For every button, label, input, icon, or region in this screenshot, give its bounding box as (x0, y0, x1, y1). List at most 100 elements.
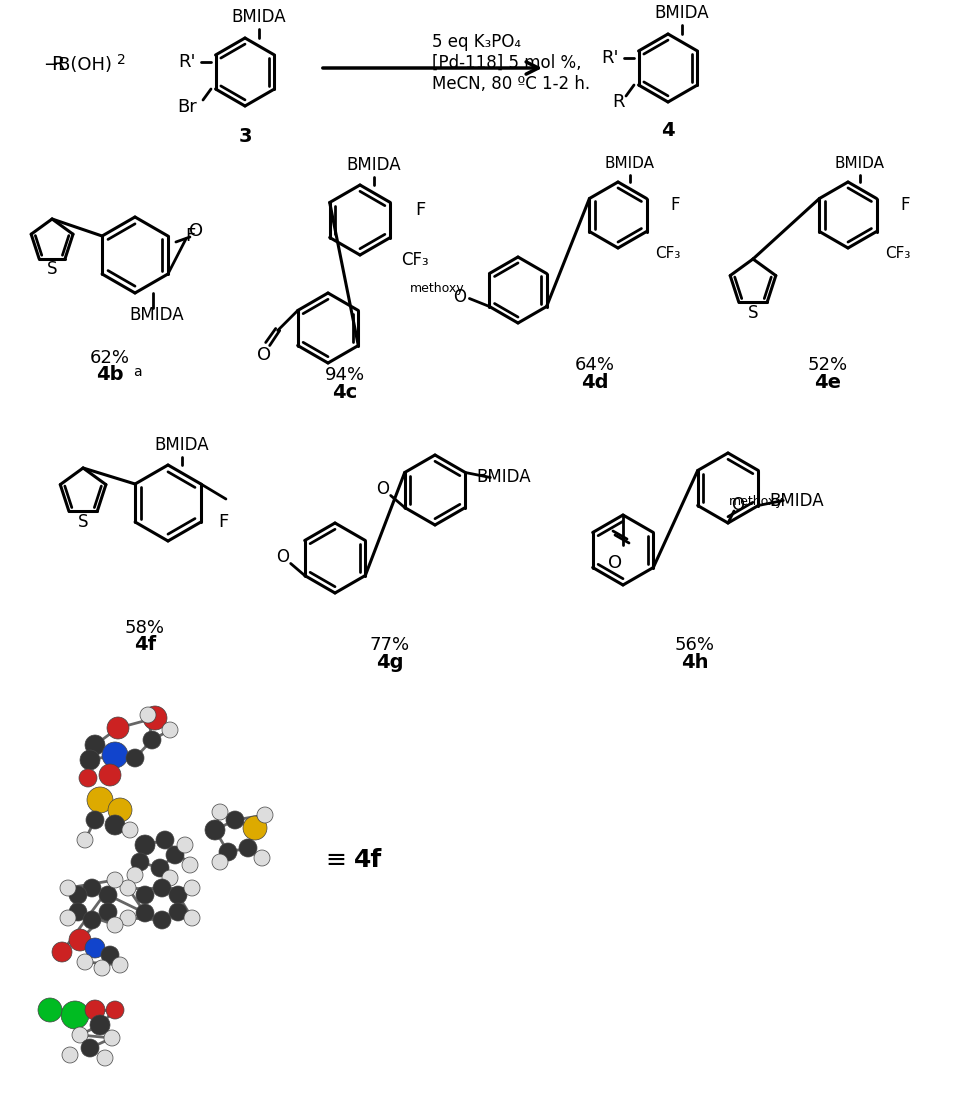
Text: 4: 4 (660, 120, 674, 140)
Text: BMIDA: BMIDA (654, 4, 708, 22)
Circle shape (169, 886, 187, 904)
Text: O: O (608, 554, 621, 572)
Circle shape (226, 811, 243, 829)
Text: S: S (47, 260, 58, 278)
Circle shape (156, 831, 174, 849)
Text: F: F (218, 513, 228, 531)
Text: 77%: 77% (369, 636, 409, 654)
Circle shape (143, 706, 167, 730)
Text: BMIDA: BMIDA (154, 437, 209, 454)
Circle shape (60, 880, 76, 896)
Text: Br: Br (177, 98, 196, 116)
Circle shape (184, 910, 199, 926)
Circle shape (79, 769, 97, 787)
Circle shape (106, 1001, 124, 1019)
Circle shape (77, 954, 93, 970)
Text: 4f: 4f (354, 848, 382, 872)
Text: [Pd-118] 5 mol %,: [Pd-118] 5 mol %, (432, 54, 581, 72)
Circle shape (219, 843, 236, 861)
Circle shape (38, 998, 62, 1022)
Text: 4h: 4h (681, 652, 708, 672)
Text: 4c: 4c (332, 383, 358, 401)
Text: R: R (612, 93, 623, 110)
Text: BMIDA: BMIDA (768, 491, 823, 510)
Circle shape (126, 749, 144, 767)
Text: BMIDA: BMIDA (834, 155, 884, 171)
Circle shape (120, 910, 136, 926)
Circle shape (106, 917, 123, 933)
Circle shape (94, 961, 109, 976)
Circle shape (152, 878, 171, 897)
Text: O: O (276, 548, 289, 567)
Text: O: O (376, 480, 389, 499)
Circle shape (150, 859, 169, 877)
Text: 58%: 58% (125, 619, 165, 637)
Circle shape (107, 798, 132, 822)
Circle shape (69, 886, 87, 904)
Circle shape (177, 837, 192, 853)
Circle shape (136, 886, 153, 904)
Circle shape (69, 929, 91, 951)
Text: CF₃: CF₃ (655, 245, 680, 260)
Circle shape (85, 735, 105, 755)
Circle shape (69, 903, 87, 921)
Text: 2: 2 (117, 53, 126, 67)
Text: F: F (900, 196, 909, 214)
Text: 4d: 4d (580, 372, 608, 392)
Circle shape (254, 850, 270, 866)
Circle shape (87, 787, 113, 813)
Circle shape (90, 1015, 109, 1035)
Text: 62%: 62% (90, 349, 130, 366)
Text: R: R (51, 56, 64, 74)
Circle shape (238, 839, 257, 857)
Circle shape (99, 903, 117, 921)
Text: −B(OH): −B(OH) (43, 56, 112, 74)
Circle shape (182, 857, 197, 873)
Text: S: S (78, 513, 88, 531)
Circle shape (131, 853, 149, 871)
Text: 4g: 4g (376, 652, 404, 672)
Circle shape (72, 1027, 88, 1043)
Text: F: F (414, 201, 425, 219)
Circle shape (112, 957, 128, 973)
Circle shape (99, 886, 117, 904)
Circle shape (120, 880, 136, 896)
Circle shape (136, 904, 153, 922)
Circle shape (83, 878, 101, 897)
Text: a: a (133, 365, 142, 379)
Text: F: F (669, 196, 679, 214)
Circle shape (61, 1001, 89, 1029)
Circle shape (62, 1047, 78, 1063)
Circle shape (104, 1029, 120, 1046)
Circle shape (152, 911, 171, 929)
Text: 3: 3 (238, 128, 251, 147)
Text: S: S (747, 304, 757, 322)
Circle shape (212, 854, 228, 870)
Text: 52%: 52% (807, 356, 847, 374)
Circle shape (97, 1050, 113, 1066)
Text: BMIDA: BMIDA (232, 8, 286, 26)
Text: BMIDA: BMIDA (346, 156, 401, 174)
Circle shape (86, 811, 104, 829)
Circle shape (166, 846, 184, 864)
Circle shape (205, 820, 225, 840)
Text: MeCN, 80 ºC 1-2 h.: MeCN, 80 ºC 1-2 h. (432, 75, 589, 93)
Circle shape (85, 938, 105, 958)
Text: 4e: 4e (814, 372, 840, 392)
Circle shape (212, 804, 228, 820)
Text: 4f: 4f (134, 636, 156, 654)
Text: methoxy: methoxy (728, 494, 783, 508)
Circle shape (127, 868, 143, 883)
Circle shape (135, 835, 154, 856)
Text: CF₃: CF₃ (401, 251, 428, 269)
Circle shape (106, 717, 129, 740)
Text: O: O (189, 222, 203, 240)
Text: 56%: 56% (674, 636, 714, 654)
Circle shape (99, 764, 121, 785)
Circle shape (122, 822, 138, 838)
Text: 5 eq K₃PO₄: 5 eq K₃PO₄ (432, 33, 521, 51)
Text: F: F (185, 226, 194, 245)
Circle shape (102, 742, 128, 768)
Circle shape (143, 731, 161, 749)
Circle shape (81, 1039, 99, 1057)
